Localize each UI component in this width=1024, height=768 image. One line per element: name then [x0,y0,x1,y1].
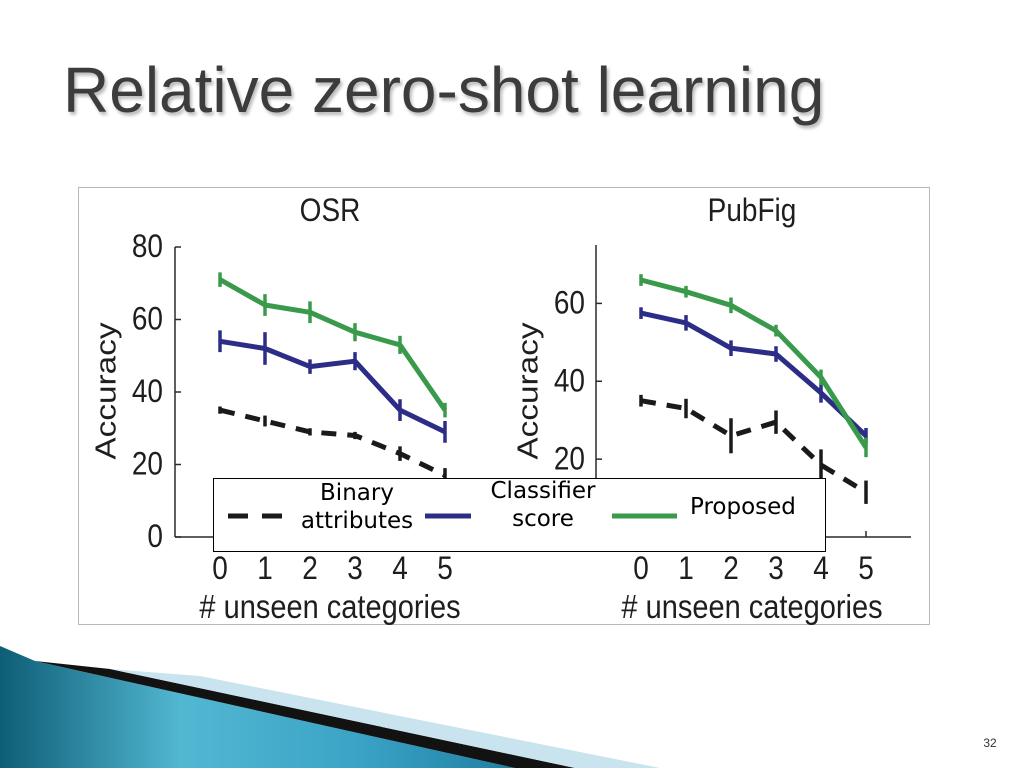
swoosh-light-band [110,669,660,768]
series-binary-attributes [218,406,447,483]
x-tick-label: 3 [768,551,784,586]
series-classifier-score [639,307,868,444]
x-tick-label: 2 [723,551,739,586]
x-tick-label: 0 [212,551,228,586]
swoosh-teal-band [0,646,515,768]
chart-title: OSR [300,193,361,228]
series-line-classifier-score [219,338,447,435]
series-classifier-score [218,330,447,443]
y-tick-label: 0 [147,519,163,554]
series-line-binary-attributes [640,398,868,495]
series-proposed [639,274,869,458]
x-tick-label: 4 [813,551,829,586]
series-binary-attributes [639,394,868,504]
y-axis-label: Accuracy [512,322,544,460]
y-tick-label: 20 [554,442,585,477]
x-tick-label: 5 [437,551,453,586]
legend-label-classifier-score: Classifier score [490,478,596,532]
x-tick-label: 5 [858,551,874,586]
series-line-classifier-score [640,310,868,438]
y-axis-label: Accuracy [90,322,122,460]
x-axis-label: # unseen categories [621,588,882,625]
series-line-proposed [218,277,448,412]
y-tick-label: 40 [132,374,163,409]
y-tick-label: 60 [554,286,585,321]
legend-swatch-classifier-score [425,513,471,519]
series-line-proposed [640,277,869,449]
series-line-binary-attributes [219,407,447,478]
y-tick-label: 80 [132,229,163,264]
chart-title: PubFig [708,193,797,228]
page-number: 32 [983,736,997,750]
swoosh-black-stripe [35,661,575,768]
chart-pubfig: PubFig Accuracy # unseen categories 20 40 60 0… [512,193,911,626]
x-tick-label: 0 [633,551,649,586]
x-axis-label: # unseen categories [199,588,460,625]
legend-label-binary-attributes: Binary attributes [300,480,414,534]
footer-swoosh [0,646,660,768]
slide-title: Relative zero-shot learning [63,54,825,126]
x-tick-label: 4 [392,551,408,586]
chart-legend: Binary attributes Classifier score Propo… [213,478,826,552]
x-tick-label: 3 [347,551,363,586]
legend-swatch-binary-attributes [228,513,284,519]
x-tick-label: 1 [678,551,694,586]
x-tick-label: 2 [302,551,318,586]
legend-label-proposed: Proposed [690,494,796,520]
series-proposed [218,272,448,418]
legend-swatch-proposed [612,513,677,519]
y-tick-label: 60 [132,302,163,337]
x-tick-label: 1 [257,551,273,586]
figure-panel: OSR Accuracy # unseen categories 0 20 40 60 80 0… [78,187,930,626]
y-tick-label: 40 [554,364,585,399]
y-tick-label: 20 [132,447,163,482]
